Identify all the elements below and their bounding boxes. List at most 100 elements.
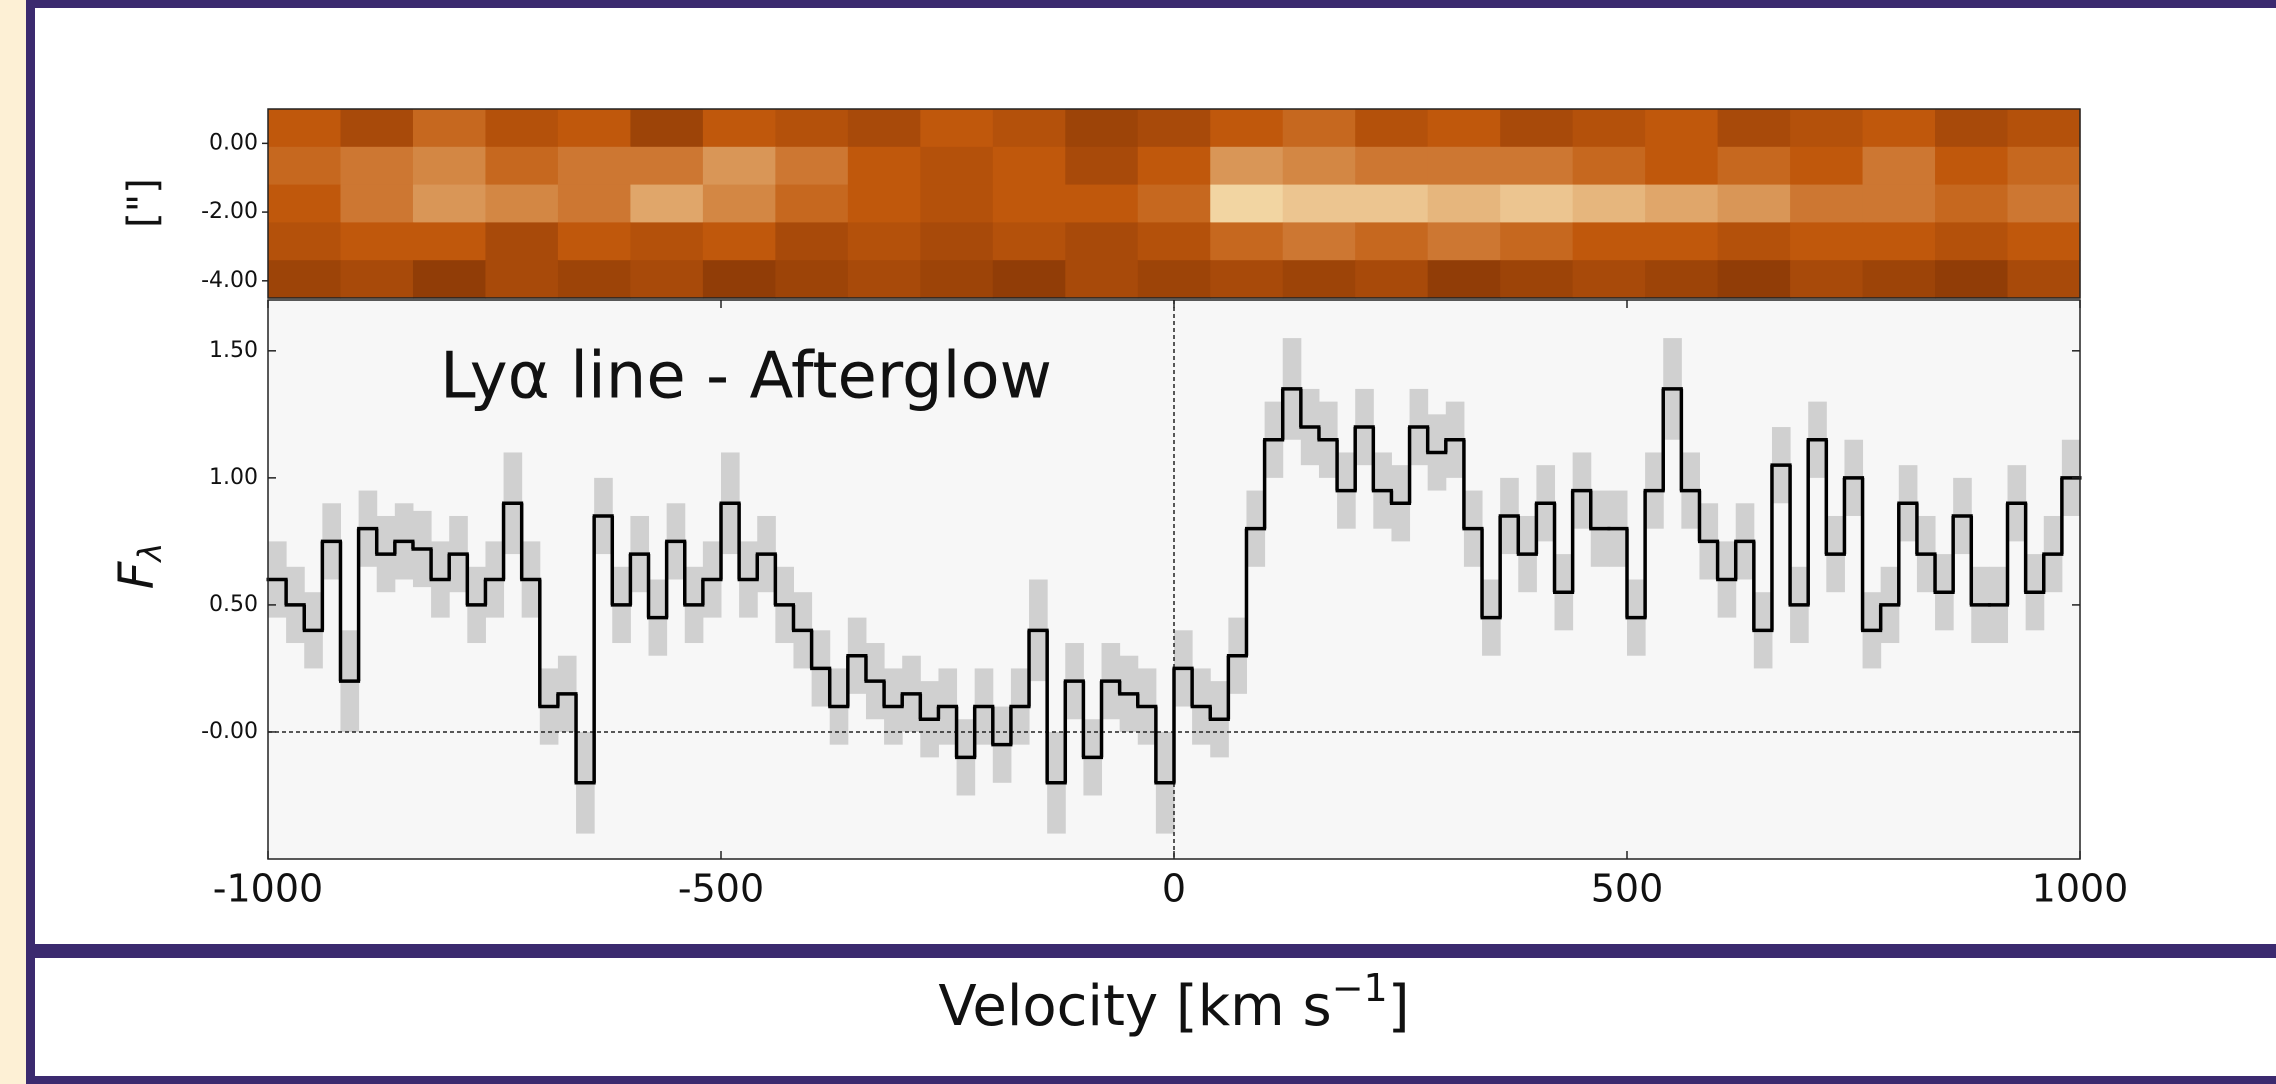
heatmap-cell [1717,146,1791,186]
heatmap-cell [1717,222,1791,261]
heatmap-cell [340,146,414,186]
frame-divider [26,944,2276,958]
heatmap-cell [2007,260,2081,299]
heatmap-cell [1355,260,1429,299]
heatmap-cell [412,184,487,223]
heatmap-cell [412,109,487,148]
heatmap-cell [2007,184,2081,223]
heatmap-cell [847,222,921,261]
side-strip [0,0,26,1084]
heatmap-cell [1355,184,1429,223]
heatmap-cell [557,184,631,223]
heatmap-cell [1935,109,2009,148]
heatmap-cell [1282,222,1356,261]
heatmap-cell [268,109,342,148]
heatmap-cell [1065,146,1139,186]
heatmap-cell [268,222,342,261]
heatmap-cell [1572,109,1646,148]
heatmap-cell [920,184,994,223]
heatmap-cell [1355,222,1429,261]
heatmap-cell [1355,109,1429,148]
heatmap-cell [702,146,776,186]
heatmap-cell [1137,184,1211,223]
heatmap-cell [340,260,414,299]
heatmap-cell [1790,222,1864,261]
x-tick-label: -1000 [213,867,323,911]
y-tick-label: 0.50 [209,592,258,617]
heatmap-cell [1427,222,1501,261]
heatmap-cell [992,222,1066,261]
heatmap-cell [1427,109,1501,148]
heatmap-cell [340,222,414,261]
heatmap-cell [2007,146,2081,186]
heatmap-frame [267,108,2081,299]
heatmap-cell [847,146,921,186]
heatmap-cell [1935,222,2009,261]
heatmap-cell [1790,260,1864,299]
heatmap-cell [992,184,1066,223]
heatmap-cell [1282,109,1356,148]
y-tick-label: -0.00 [201,719,258,744]
heatmap-cell [1500,184,1574,223]
heatmap-cell [630,146,704,186]
heatmap-cell [412,222,487,261]
heatmap-cell [1210,109,1284,148]
heatmap-cell [1282,146,1356,186]
heatmap-cell [1137,222,1211,261]
heatmap-cell [1500,146,1574,186]
heatmap-cell [485,146,559,186]
heatmap-cell [1210,260,1284,299]
heatmap-cell [485,260,559,299]
heatmap-cell [1427,260,1501,299]
heatmap-cell [1282,260,1356,299]
heatmap-cell [1210,146,1284,186]
heatmap-cell [1137,146,1211,186]
x-tick-label: 1000 [2032,867,2129,911]
heatmap-cell [1137,109,1211,148]
heatmap-cell [1282,184,1356,223]
heatmap-cell [1427,184,1501,223]
heatmap-cell [1572,222,1646,261]
heatmap-cell [1645,184,1719,223]
heatmap-cell [775,260,849,299]
heatmap-cell [1210,222,1284,261]
heatmap-cell [1862,260,1936,299]
y-label-main: F [109,560,165,589]
x-tick-label: 0 [1162,867,1186,911]
heatmap-cell [1572,146,1646,186]
heatmap-cell [847,260,921,299]
y-tick-label: -4.00 [201,268,258,293]
heatmap-cell [485,184,559,223]
heatmap-cell [1717,109,1791,148]
heatmap-cell [1862,184,1936,223]
heatmap-cell [1645,146,1719,186]
y-tick-label: 1.50 [209,338,258,363]
x-label-end: ] [1388,974,1410,1039]
heatmap-cell [340,109,414,148]
heatmap-cell [847,184,921,223]
heatmap-cell [340,184,414,223]
heatmap-cell [268,184,342,223]
heatmap-cell [485,109,559,148]
heatmap-cell [1500,260,1574,299]
heatmap-cell [1717,260,1791,299]
heatmap-cell [630,260,704,299]
heatmap-cell [557,109,631,148]
x-label-sup: −1 [1332,966,1388,1010]
heatmap-cell [920,260,994,299]
heatmap-cell [1065,222,1139,261]
heatmap-cell [775,184,849,223]
heatmap-cell [992,109,1066,148]
heatmap-cell [557,222,631,261]
plot-frame [267,299,2081,860]
annotation: Lyα line - Afterglow [440,340,1052,414]
heatmap-cell [1137,260,1211,299]
y-label: Fλ [109,543,169,590]
heatmap-cell [2007,109,2081,148]
heatmap-cell [702,184,776,223]
heatmap-cell [775,222,849,261]
heatmap-cell [630,184,704,223]
heatmap-cell [775,146,849,186]
heatmap-cell [1572,184,1646,223]
